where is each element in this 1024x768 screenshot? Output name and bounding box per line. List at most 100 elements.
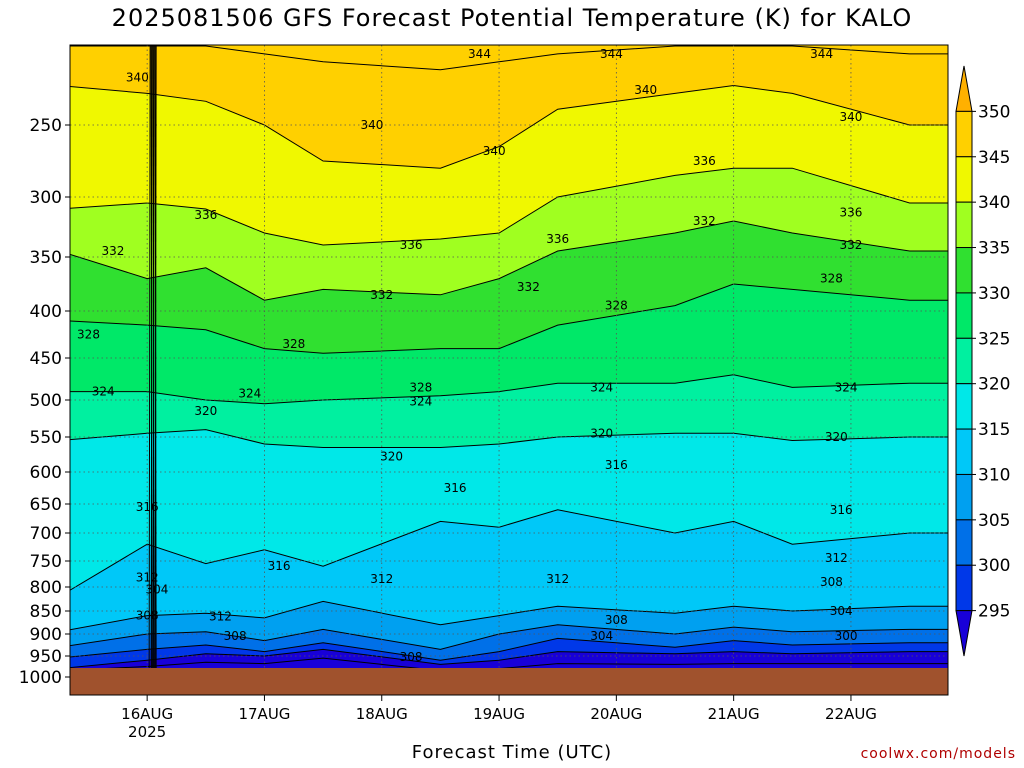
y-tick-label: 600 — [30, 463, 62, 483]
contour-label: 312 — [136, 571, 159, 585]
contour-label: 304 — [830, 604, 853, 618]
contour-label: 344 — [600, 47, 623, 61]
contour-332 — [70, 220, 948, 301]
contour-label: 312 — [825, 551, 848, 565]
contour-label: 344 — [810, 47, 833, 61]
colorbar-segment — [955, 428, 973, 475]
colorbar-segment — [955, 292, 973, 339]
contour-300 — [70, 648, 948, 668]
y-tick-label: 350 — [30, 248, 62, 268]
spike-line — [148, 45, 151, 668]
contour-label: 308 — [820, 575, 843, 589]
y-tick-label: 1000 — [19, 668, 62, 688]
colorbar-label: 295 — [978, 602, 1010, 622]
contour-label: 336 — [693, 154, 716, 168]
contour-label: 324 — [409, 394, 432, 408]
y-tick-label: 450 — [30, 349, 62, 369]
contour-label: 336 — [194, 208, 217, 222]
colorbar: 350 345 340 335 330 325 320 315 310 305 300 295 — [955, 65, 1010, 657]
contour-label: 340 — [126, 71, 149, 85]
band-295 — [70, 658, 948, 668]
contour-label: 308 — [136, 609, 159, 623]
contour-spike — [148, 45, 157, 668]
colorbar-arrow-top — [955, 65, 973, 112]
contour-label: 316 — [268, 559, 291, 573]
contour-label: 332 — [839, 238, 862, 252]
contour-label: 332 — [370, 288, 393, 302]
spike-line — [154, 45, 157, 668]
contour-label: 304 — [145, 582, 168, 596]
contour-344 — [70, 45, 948, 71]
y-tick-label: 400 — [30, 302, 62, 322]
contour-324 — [70, 374, 948, 405]
colorbar-segment — [955, 383, 973, 430]
x-axis-title: Forecast Time (UTC) — [411, 742, 613, 763]
y-tick-label: 500 — [30, 391, 62, 411]
contour-336 — [70, 167, 948, 246]
y-tick-label: 700 — [30, 524, 62, 544]
y-tick-label: 650 — [30, 495, 62, 515]
contour-label: 316 — [444, 481, 467, 495]
contour-label: 328 — [605, 299, 628, 313]
colorbar-label: 350 — [978, 102, 1010, 122]
colorbar-segment — [955, 337, 973, 385]
contour-label: 336 — [839, 206, 862, 220]
contour-label: 320 — [380, 450, 403, 464]
colorbar-segment — [955, 201, 973, 249]
colorbar-segment — [955, 247, 973, 294]
contour-label: 308 — [400, 650, 423, 664]
x-tick-label: 20AUG — [590, 705, 642, 723]
contour-label: 340 — [839, 110, 862, 124]
colorbar-label: 320 — [978, 375, 1010, 395]
y-tick-label: 300 — [30, 188, 62, 208]
colorbar-label: 325 — [978, 329, 1010, 349]
contour-label: 328 — [820, 272, 843, 286]
contour-label: 312 — [546, 572, 569, 586]
contour-labels: 340 344 344 344 340 340 340 340 336 336 336 336 336 3… — [77, 47, 862, 664]
contour-label: 328 — [409, 380, 432, 394]
contour-label: 344 — [468, 47, 491, 61]
contour-label: 308 — [605, 613, 628, 627]
colorbar-arrow-bottom — [955, 610, 973, 657]
y-tick-label: 250 — [30, 116, 62, 136]
contour-label: 328 — [282, 337, 305, 351]
colorbar-segment — [955, 156, 973, 203]
contour-304 — [70, 637, 948, 661]
colorbar-segment — [955, 519, 973, 566]
colorbar-segment — [955, 473, 973, 521]
y-tick-label: 900 — [30, 625, 62, 645]
contour-label: 328 — [77, 328, 100, 342]
x-tick-label: 22AUG — [825, 705, 877, 723]
contour-label: 312 — [370, 572, 393, 586]
contour-lines — [70, 45, 948, 668]
x-tick-label: 18AUG — [356, 705, 408, 723]
colorbar-label: 315 — [978, 420, 1010, 440]
contour-label: 332 — [517, 280, 540, 294]
contour-328 — [70, 283, 948, 354]
contour-label: 324 — [92, 385, 115, 399]
credit-link[interactable]: coolwx.com/models — [860, 746, 1016, 762]
y-tick-label: 550 — [30, 428, 62, 448]
contour-label: 316 — [605, 458, 628, 472]
potential-temperature-fill — [70, 45, 948, 668]
colorbar-label: 340 — [978, 193, 1010, 213]
contour-label: 324 — [238, 386, 261, 400]
contour-340 — [70, 84, 948, 169]
contour-label: 332 — [693, 214, 716, 228]
y-tick-label: 850 — [30, 602, 62, 622]
spike-line — [150, 45, 153, 668]
contour-label: 308 — [224, 629, 247, 643]
contour-label: 304 — [590, 629, 613, 643]
x-tick-label: 17AUG — [238, 705, 290, 723]
contour-label: 320 — [590, 426, 613, 440]
y-axis: 250 300 350 400 450 500 550 600 650 700 750 800 850 9… — [19, 116, 70, 688]
contour-label: 332 — [101, 244, 124, 258]
y-tick-label: 750 — [30, 552, 62, 572]
contour-label: 336 — [546, 232, 569, 246]
colorbar-segment — [955, 564, 973, 612]
contour-label: 320 — [194, 404, 217, 418]
colorbar-label: 345 — [978, 148, 1010, 168]
contour-label: 340 — [361, 118, 384, 132]
